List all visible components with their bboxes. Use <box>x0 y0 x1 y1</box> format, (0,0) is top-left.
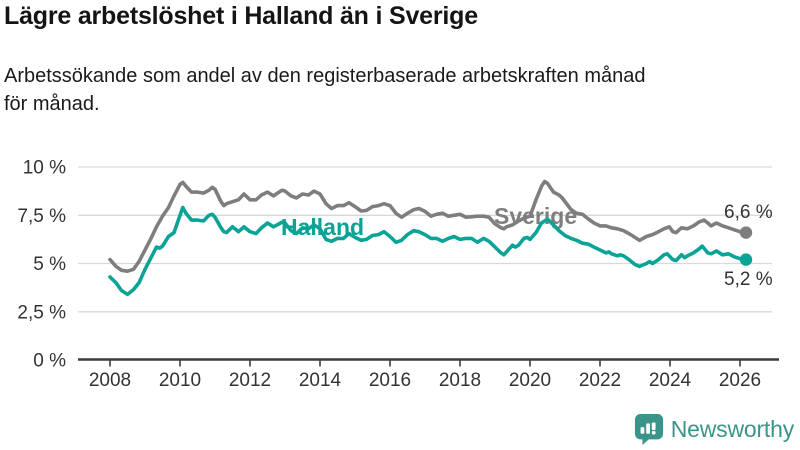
x-tick-label: 2026 <box>719 370 761 391</box>
halland-line <box>108 205 748 297</box>
newsworthy-logo-icon <box>634 414 663 445</box>
y-tick-label: 2,5 % <box>17 302 66 323</box>
newsworthy-logo: Newsworthy <box>634 413 794 446</box>
x-tick-label: 2024 <box>649 370 692 391</box>
x-tick-label: 2012 <box>229 370 271 391</box>
halland-end-dot <box>739 253 753 266</box>
halland-end-value-label: 5,2 % <box>724 269 773 290</box>
sverige-end-dot <box>739 226 753 239</box>
x-tick-label: 2008 <box>89 370 131 391</box>
y-tick-label: 10 % <box>23 158 66 179</box>
x-tick-label: 2018 <box>439 370 481 391</box>
halland-series-label: Halland <box>281 214 364 240</box>
x-tick-label: 2016 <box>369 370 411 391</box>
sverige-end-value-label: 6,6 % <box>724 202 773 223</box>
subtitle-line-2: för månad. <box>4 93 100 115</box>
y-tick-label: 0 % <box>33 351 66 372</box>
y-tick-label: 7,5 % <box>17 206 66 227</box>
sverige-line <box>108 179 748 274</box>
x-tick-label: 2022 <box>579 370 621 391</box>
y-tick-label: 5 % <box>33 254 66 275</box>
newsworthy-brand-text: Newsworthy <box>670 416 794 442</box>
page-title: Lägre arbetslöshet i Halland än i Sverig… <box>4 2 478 30</box>
x-tick-label: 2010 <box>159 370 201 391</box>
sverige-series-label: Sverige <box>494 203 577 229</box>
x-tick-label: 2014 <box>299 370 342 391</box>
x-tick-label: 2020 <box>509 370 551 391</box>
chart-subtitle: Arbetssökande som andel av den registerb… <box>4 62 646 118</box>
subtitle-line-1: Arbetssökande som andel av den registerb… <box>4 65 646 87</box>
